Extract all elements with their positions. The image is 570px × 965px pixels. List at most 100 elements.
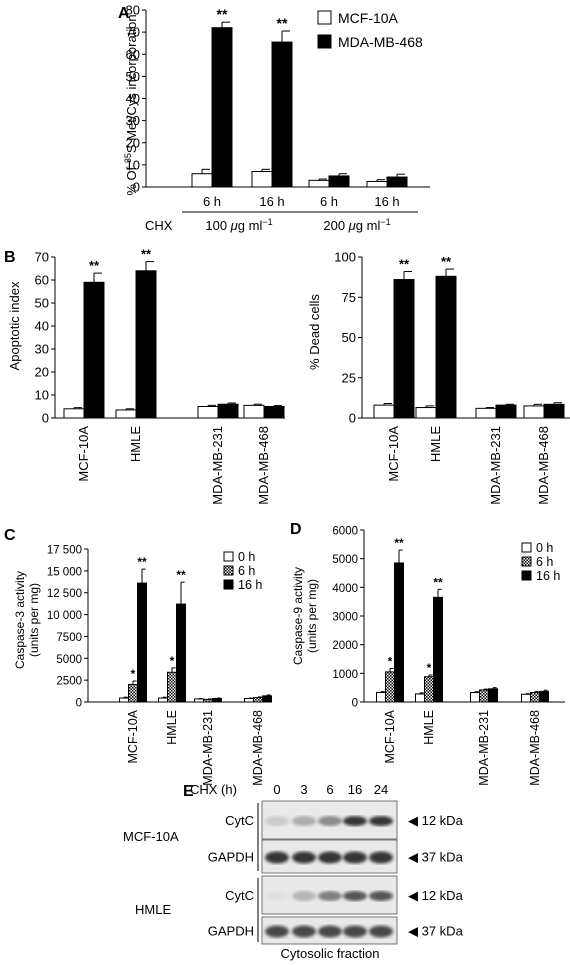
chart-c-ytick-label: 5000 [56, 654, 82, 666]
chart-b2-bar [373, 404, 395, 419]
chart-d-bar [424, 676, 434, 703]
blot-band [343, 891, 367, 901]
chart-d-ytick-label: 5000 [332, 554, 358, 566]
chart-c-bar [244, 698, 254, 703]
chart-b1-bar [63, 408, 85, 419]
chart-b1-bar [263, 406, 285, 419]
chart-d-ytick-label: 2000 [332, 640, 358, 652]
chart-b2-ytick-label: 50 [342, 330, 356, 345]
chart-b2-bar [495, 404, 517, 419]
chart-c-ytick-label: 15 000 [47, 566, 82, 578]
chart-b2-category-label: MDA-MB-468 [536, 426, 551, 505]
blot-group-label: MCF-10A [123, 829, 179, 844]
legend-label-mdamb468: MDA-MB-468 [338, 34, 423, 50]
chart-c-ytick-label: 0 [76, 698, 82, 710]
chart-c-bar [194, 698, 204, 703]
chart-a-ytick-label: 20 [126, 135, 140, 150]
chart-d-bar [521, 693, 531, 703]
chart-b1-category-label: HMLE [128, 426, 143, 462]
chart-a-significance: ** [277, 15, 288, 31]
chart-c-category-label: HMLE [165, 710, 179, 745]
chart-c: Caspase-3 activity(units per mg) 0 2500 50… [13, 545, 272, 786]
chart-d-ytick-label: 6000 [332, 526, 358, 538]
chart-d-bar [479, 689, 489, 703]
blot-size-marker: ◀ 37 kDa [408, 850, 464, 865]
panel-label-b: B [4, 249, 16, 266]
chart-a-bar [308, 179, 330, 188]
chart-d-legend-swatch [521, 542, 532, 553]
chart-a-ytick-label: 40 [126, 91, 140, 106]
chart-d-significance: ** [433, 575, 443, 589]
chart-c-bar [158, 697, 168, 703]
western-blot: CHX (h) Cytosolic fraction 0 3 6 16 24 MCF-10… [123, 782, 464, 961]
chart-c-legend-label: 6 h [238, 564, 255, 578]
blot-header: CHX (h) [190, 782, 237, 797]
chart-b2-bar [393, 279, 415, 419]
chart-d-bar [415, 693, 425, 703]
blot-caption: Cytosolic fraction [281, 946, 380, 961]
blot-band [265, 925, 289, 938]
chart-b2-bar [523, 405, 545, 419]
chart-b1-ytick-label: 60 [35, 273, 49, 288]
chart-b2-bar [543, 403, 565, 419]
chart-c-bar [253, 697, 263, 703]
blot-band [318, 851, 342, 864]
chart-d-significance: * [427, 661, 432, 675]
chart-c-significance: ** [176, 568, 186, 582]
blot-row-label: GAPDH [208, 924, 254, 939]
blot-band [369, 816, 393, 826]
chart-a-ytick-label: 80 [126, 3, 140, 18]
chart-a-bar [191, 173, 213, 188]
chart-a-group-prefix: CHX [145, 218, 173, 233]
chart-d-bar [385, 671, 395, 703]
chart-d-bar [539, 690, 549, 703]
chart-d-legend-label: 16 h [536, 569, 560, 583]
chart-b1-ytick-label: 10 [35, 388, 49, 403]
chart-c-ytick-label: 17 500 [47, 545, 82, 557]
chart-b1-significance: ** [141, 247, 152, 262]
chart-b1-category-label: MDA-MB-231 [210, 426, 225, 505]
chart-b1: Apoptotic index 0 10 20 30 40 50 60 70 ** ** MCF-1… [7, 247, 285, 505]
chart-b1-ytick-label: 30 [35, 342, 49, 357]
blot-band [343, 816, 367, 826]
blot-band [343, 925, 367, 938]
chart-a-category-label: 6 h [203, 194, 221, 209]
blot-band [292, 816, 316, 826]
blot-size-marker: ◀ 12 kDa [408, 813, 464, 828]
chart-c-bar [137, 582, 147, 703]
chart-d-category-label: MCF-10A [383, 709, 397, 763]
blot-lane-label: 24 [374, 782, 388, 797]
blot-size-marker: ◀ 37 kDa [408, 924, 464, 939]
chart-b1-ytick-label: 50 [35, 296, 49, 311]
chart-d-bar [470, 692, 480, 703]
chart-a-ytick-label: 10 [126, 157, 140, 172]
chart-d-ytick-label: 3000 [332, 612, 358, 624]
chart-d-bar [376, 692, 386, 703]
chart-a-ytick-label: 70 [126, 25, 140, 40]
chart-b1-ylabel: Apoptotic index [7, 281, 22, 370]
chart-a-bar [271, 41, 293, 188]
chart-c-ytick-label: 12 500 [47, 588, 82, 600]
blot-band [292, 891, 316, 901]
chart-a-bar [386, 176, 408, 188]
chart-d-bar [394, 562, 404, 703]
chart-a-category-label: 16 h [259, 194, 284, 209]
blot-row-label: CytC [225, 813, 254, 828]
panel-label-d: D [290, 521, 302, 538]
blot-band [292, 925, 316, 938]
chart-d-category-label: MDA-MB-468 [528, 710, 542, 786]
panel-label-e: E [183, 783, 194, 800]
panel-label-c: C [4, 527, 16, 544]
chart-c-bar [128, 684, 138, 703]
blot-band [265, 851, 289, 864]
chart-b1-bar [135, 270, 157, 419]
chart-c-legend-label: 16 h [238, 578, 262, 592]
chart-b2-category-label: MDA-MB-231 [488, 426, 503, 505]
chart-b1-bar [115, 409, 137, 419]
chart-b2-bar [415, 407, 437, 419]
chart-c-bar [119, 697, 129, 703]
chart-c-legend-swatch [223, 565, 234, 576]
chart-a-bar [251, 171, 273, 188]
panel-label-a: A [118, 5, 130, 22]
chart-c-legend-swatch [223, 579, 234, 590]
